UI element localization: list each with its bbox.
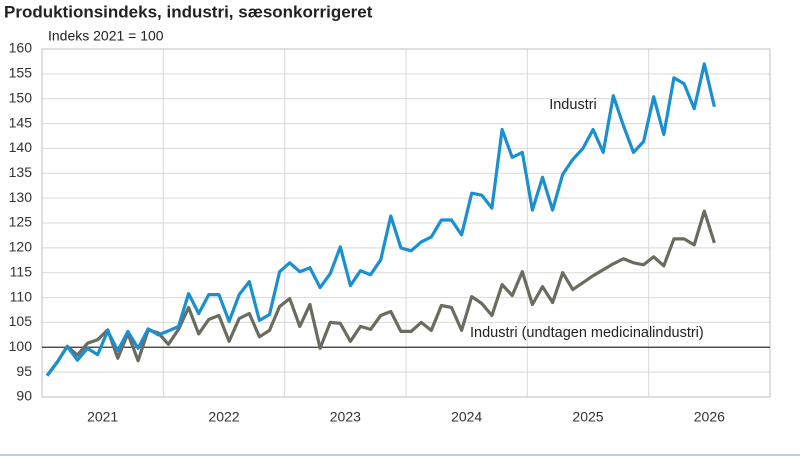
series-line: [45, 209, 716, 377]
x-tick-label: 2023: [330, 409, 361, 425]
y-tick-label: 135: [9, 164, 33, 180]
plot-frame: [41, 48, 771, 398]
y-tick-label: 110: [10, 288, 33, 304]
y-tick-label: 105: [9, 313, 33, 329]
y-tick-label: 95: [16, 363, 32, 379]
x-tick-label: 2024: [451, 409, 482, 425]
y-tick-label: 130: [9, 189, 33, 205]
x-tick-label: 2026: [694, 409, 725, 425]
y-tick-label: 145: [9, 114, 33, 130]
y-tick-label: 115: [10, 263, 33, 279]
y-tick-label: 155: [9, 65, 33, 81]
chart-subtitle: Indeks 2021 = 100: [48, 28, 164, 44]
y-tick-label: 125: [9, 214, 33, 230]
x-tick-label: 2022: [208, 409, 239, 425]
series-line: [45, 62, 716, 377]
series-label: Industri: [549, 97, 597, 113]
x-tick-label: 2025: [572, 409, 603, 425]
y-tick-label: 120: [9, 239, 33, 255]
y-tick-label: 90: [16, 388, 32, 404]
y-tick-label: 160: [9, 40, 33, 56]
y-tick-label: 140: [9, 139, 33, 155]
x-tick-label: 2021: [87, 409, 118, 425]
chart-title: Produktionsindeks, industri, sæsonkorrig…: [4, 2, 373, 21]
y-tick-label: 100: [9, 338, 33, 354]
series-label: Industri (undtagen medicinalindustri): [470, 325, 704, 341]
y-tick-label: 150: [9, 89, 33, 105]
